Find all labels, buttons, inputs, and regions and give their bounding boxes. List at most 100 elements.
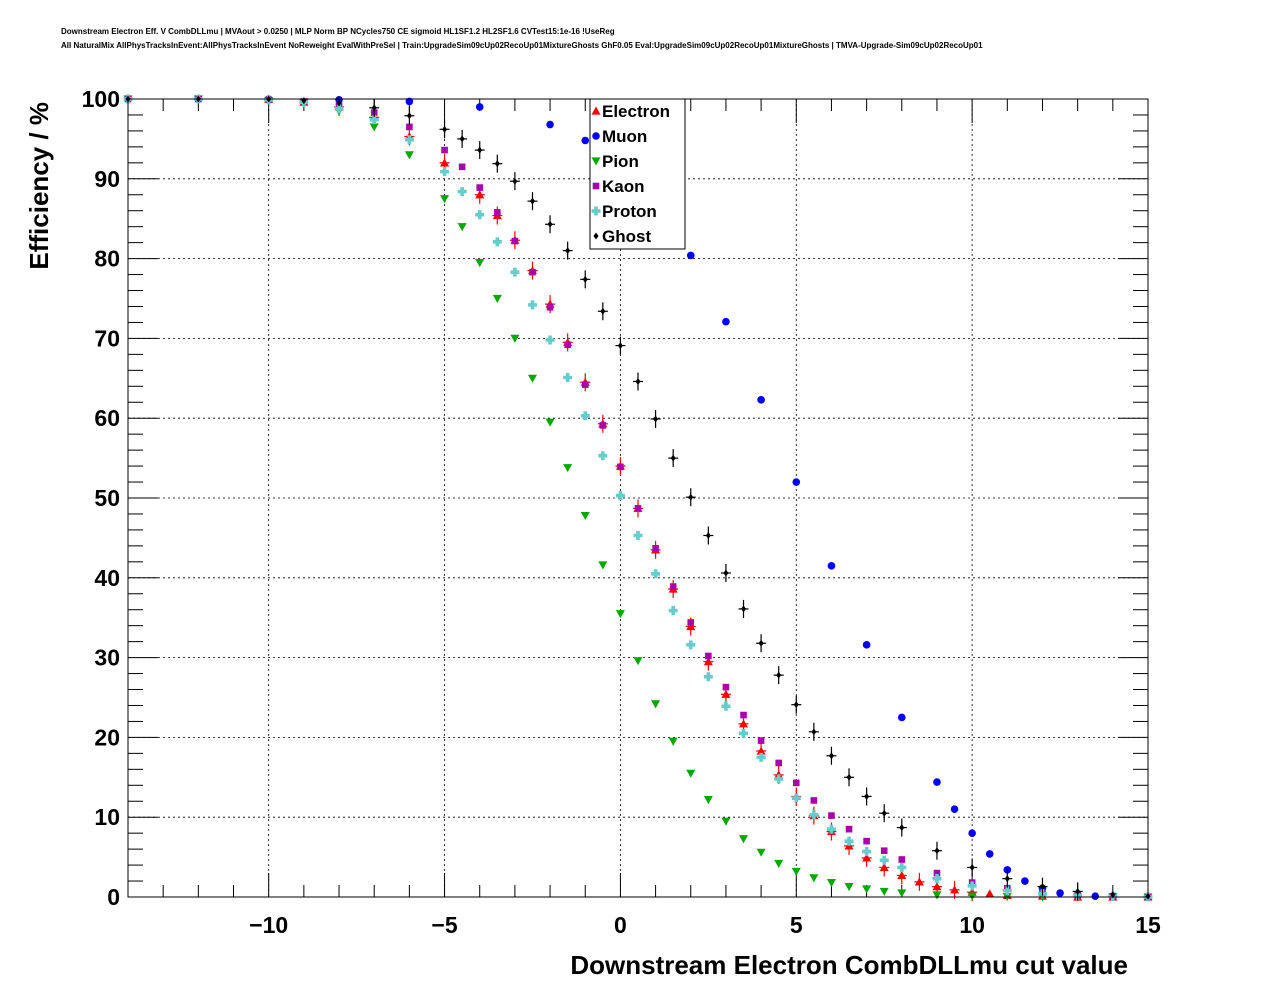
proton-point: [844, 836, 854, 846]
ghost-point: [758, 639, 764, 647]
ghost-point: [547, 220, 553, 228]
y-tick-label: 40: [94, 565, 120, 591]
kaon-point: [441, 146, 448, 154]
pion-point: [862, 885, 872, 894]
pion-point: [826, 879, 836, 888]
pion-point: [563, 464, 573, 473]
legend-label: Kaon: [602, 177, 645, 196]
kaon-point: [494, 209, 501, 216]
pion-point: [492, 294, 502, 303]
pion-point: [686, 769, 696, 778]
pion-point: [404, 151, 414, 160]
ghost-point: [793, 701, 799, 709]
pion-point: [475, 258, 485, 268]
proton-point: [897, 862, 907, 872]
legend-label: Electron: [602, 102, 670, 121]
ghost-point: [635, 377, 641, 385]
proton-point: [492, 237, 502, 247]
muon-point: [950, 805, 959, 814]
pion-point: [457, 223, 467, 232]
electron-point: [985, 889, 995, 898]
pion-point: [668, 737, 678, 746]
proton-point: [510, 267, 520, 277]
proton-point: [686, 640, 696, 650]
legend-marker: [592, 182, 600, 190]
muon-point: [475, 103, 484, 111]
y-tick-label: 30: [94, 645, 120, 671]
electron-point: [756, 746, 766, 755]
ghost-point: [705, 532, 711, 540]
pion-point: [774, 859, 784, 868]
electron-point: [440, 158, 450, 167]
ghost-point: [881, 809, 887, 817]
muon-point: [933, 778, 941, 786]
y-tick-label: 70: [94, 325, 120, 351]
legend-entry-proton: Proton: [591, 202, 657, 221]
proton-point: [527, 300, 537, 310]
ghost-point: [617, 342, 623, 350]
proton-point: [334, 104, 344, 114]
proton-point: [633, 531, 643, 541]
x-tick-label: −5: [431, 912, 457, 938]
kaon-point: [810, 797, 818, 804]
kaon-point: [705, 652, 712, 660]
kaon-point: [529, 268, 536, 276]
ghost-point: [846, 773, 852, 781]
proton-point: [774, 774, 784, 784]
kaon-point: [757, 737, 765, 744]
kaon-point: [581, 381, 589, 388]
proton-point: [440, 167, 450, 177]
ghost-point: [512, 177, 518, 185]
pion-point: [897, 889, 907, 898]
proton-point: [703, 672, 713, 682]
y-tick-label: 50: [94, 485, 120, 511]
x-tick-label: 5: [790, 912, 803, 938]
y-tick-labels: 0 10 20 30 40 50 60 70 80 90 100: [82, 86, 120, 910]
proton-point: [932, 874, 942, 884]
muon-point: [1056, 889, 1064, 897]
x-axis-title: Downstream Electron CombDLLmu cut value: [570, 950, 1128, 980]
electron-point: [932, 882, 942, 891]
kaon-point: [546, 303, 554, 311]
proton-point: [545, 335, 555, 345]
pion-point: [369, 123, 379, 132]
ghost-point: [582, 275, 588, 283]
legend-label: Ghost: [602, 227, 651, 246]
x-tick-label: −10: [249, 912, 288, 938]
kaon-point: [652, 544, 659, 552]
y-axis-title: Efficiency / %: [24, 102, 54, 270]
ghost-point: [899, 824, 905, 832]
pion-point: [791, 867, 801, 876]
proton-point: [721, 701, 731, 711]
kaon-point: [476, 184, 484, 191]
y-tick-label: 90: [94, 166, 120, 192]
legend-entry-kaon: Kaon: [592, 177, 645, 196]
ghost-point: [828, 752, 834, 760]
kaon-point: [634, 505, 642, 512]
ghost-point: [1039, 883, 1045, 891]
proton-point: [862, 847, 872, 857]
ghost-point: [1004, 875, 1010, 883]
ghost-point: [864, 792, 870, 800]
legend-box: [589, 98, 686, 250]
kaon-point: [792, 779, 800, 787]
ghost-point: [477, 146, 483, 154]
kaon-point: [687, 619, 695, 626]
proton-point: [756, 752, 766, 762]
electron-point: [879, 862, 889, 872]
ghost-point: [1075, 887, 1081, 895]
kaon-point: [898, 856, 906, 863]
pion-point: [703, 796, 713, 805]
ghost-point: [741, 605, 747, 613]
pion-point: [598, 561, 608, 570]
kaon-point: [599, 422, 607, 429]
ghost-point: [371, 104, 377, 112]
electron-point: [862, 853, 872, 862]
ghost-point: [934, 847, 940, 855]
ghost-point: [442, 125, 448, 133]
ghost-point: [1110, 891, 1116, 899]
ghost-point: [529, 197, 535, 205]
pion-point: [809, 874, 819, 883]
x-tick-label: 10: [959, 912, 985, 938]
legend: Electron Muon Pion Kaon Proton Ghost: [589, 98, 686, 250]
